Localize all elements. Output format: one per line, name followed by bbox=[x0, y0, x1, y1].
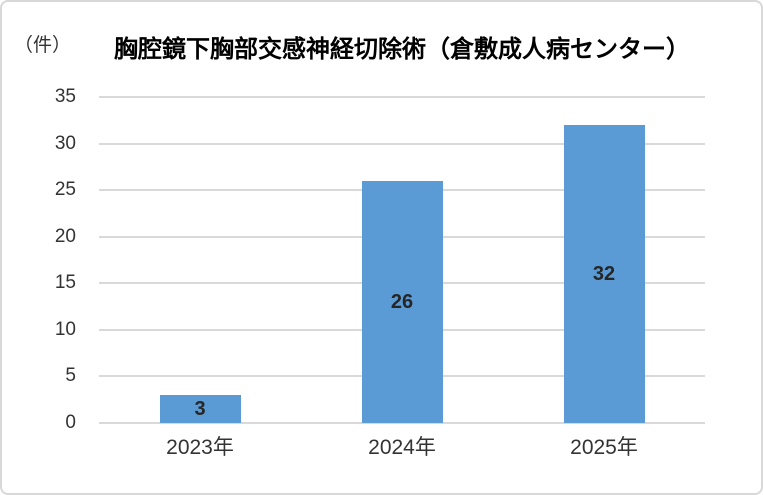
y-axis-tick-label: 15 bbox=[54, 272, 76, 294]
x-axis-tick-label: 2024年 bbox=[368, 436, 436, 459]
y-gridline bbox=[99, 96, 705, 98]
y-axis-unit-label: （件） bbox=[14, 35, 72, 56]
chart-title: 胸腔鏡下胸部交感神経切除術（倉敷成人病センター） bbox=[114, 36, 690, 63]
bar-value-label: 26 bbox=[390, 290, 414, 313]
y-axis-tick-label: 25 bbox=[54, 179, 76, 201]
bar-value-label: 32 bbox=[592, 262, 616, 285]
bar-2023年 bbox=[159, 395, 241, 423]
bar-value-label: 3 bbox=[194, 398, 206, 421]
y-axis-tick-label: 10 bbox=[54, 318, 76, 340]
bar-2024年 bbox=[361, 180, 443, 423]
x-axis-tick-label: 2025年 bbox=[570, 436, 638, 459]
y-gridline bbox=[99, 142, 705, 145]
y-axis-tick-label: 30 bbox=[54, 132, 76, 154]
y-axis-tick-label: 0 bbox=[65, 412, 76, 433]
y-axis-tick-label: 5 bbox=[65, 365, 76, 387]
y-gridline bbox=[99, 422, 705, 424]
y-axis-tick-label: 20 bbox=[54, 225, 76, 247]
bar-2025年 bbox=[563, 124, 645, 423]
x-axis-tick-label: 2023年 bbox=[166, 436, 234, 459]
y-axis-tick-label: 35 bbox=[54, 86, 76, 107]
